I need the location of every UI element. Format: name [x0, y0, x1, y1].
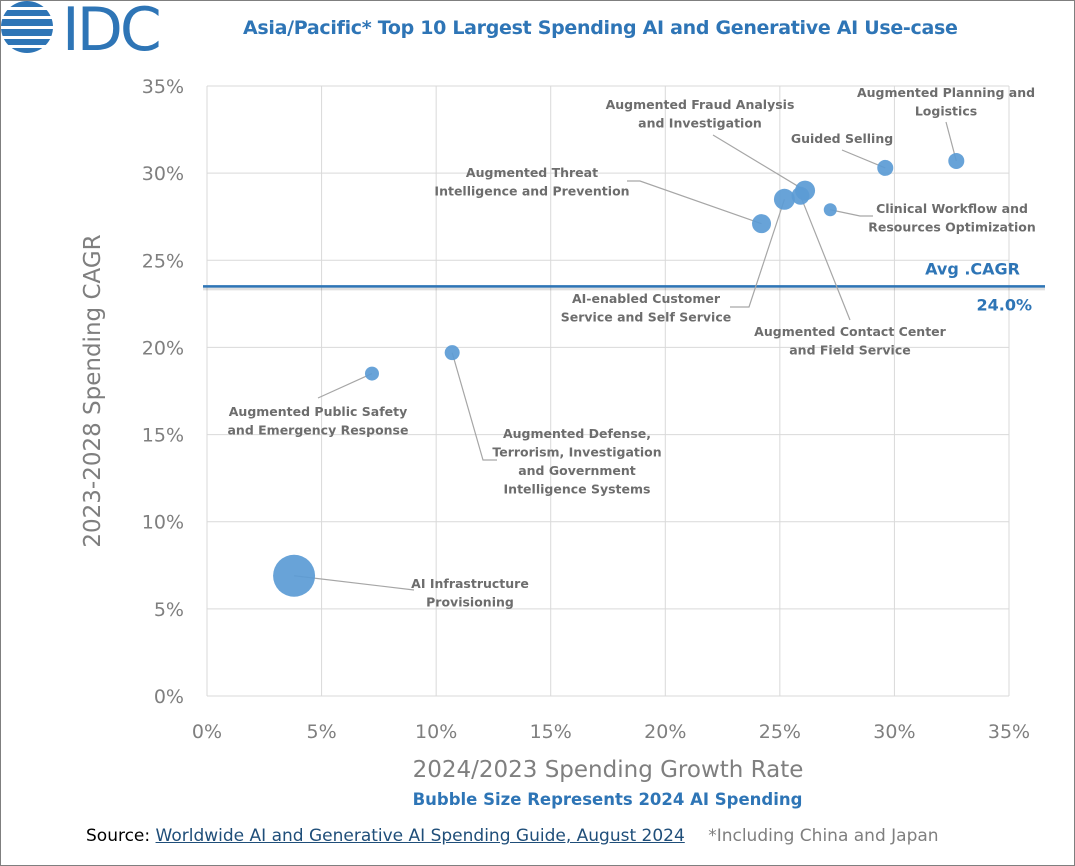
globe-stripes-icon: [1, 1, 53, 53]
bubble[interactable]: [364, 366, 379, 381]
idc-logo-text: IDC: [62, 0, 159, 60]
x-tick-label: 10%: [415, 721, 457, 743]
bubble-annotation: Augmented Defense,: [503, 426, 651, 441]
bubble-annotation: Augmented Contact Center: [754, 324, 946, 339]
grid: [206, 85, 1010, 697]
leader-line: [451, 352, 497, 461]
bubble-annotation: Intelligence and Prevention: [434, 184, 629, 199]
source-line: Source: Worldwide AI and Generative AI S…: [86, 826, 939, 846]
region-note: *Including China and Japan: [708, 826, 939, 846]
average-cagr-value: 24.0%: [976, 295, 1032, 314]
y-tick-label: 15%: [142, 425, 184, 447]
bubble-annotation: Terrorism, Investigation: [492, 445, 661, 460]
bubble-annotation: and Investigation: [638, 116, 762, 131]
bubble-annotation: AI-enabled Customer: [572, 291, 721, 306]
x-tick-label: 30%: [873, 721, 915, 743]
bubble[interactable]: [877, 159, 894, 176]
annotations: AI Infrastructure Provisioning Augmented P…: [228, 85, 1036, 610]
bubble[interactable]: [948, 152, 965, 169]
bubble-annotation: Service and Self Service: [561, 310, 731, 325]
x-axis-ticks: 0% 5% 10% 15% 20% 25% 30% 35%: [192, 721, 1030, 743]
x-tick-label: 5%: [306, 721, 336, 743]
bubbles: [273, 152, 965, 597]
bubble-annotation: Provisioning: [426, 595, 514, 610]
y-tick-label: 5%: [154, 599, 184, 621]
bubble[interactable]: [752, 214, 772, 234]
bubble-annotation: Augmented Planning and: [857, 85, 1035, 100]
chart-title: Asia/Pacific* Top 10 Largest Spending AI…: [243, 17, 958, 39]
bubble-annotation: Augmented Threat: [466, 165, 598, 180]
bubble-annotation: AI Infrastructure: [411, 576, 529, 591]
x-tick-label: 15%: [530, 721, 572, 743]
y-tick-label: 35%: [142, 76, 184, 98]
y-tick-label: 20%: [142, 337, 184, 359]
x-tick-label: 35%: [988, 721, 1030, 743]
source-prefix: Source:: [86, 826, 151, 846]
bubble-annotation: Augmented Fraud Analysis: [606, 97, 795, 112]
x-axis-title: 2024/2023 Spending Growth Rate: [413, 757, 804, 783]
average-cagr-line-group: Avg .CAGR 24.0%: [203, 259, 1045, 314]
leader-line: [627, 180, 762, 225]
y-axis-ticks: 0% 5% 10% 15% 20% 25% 30% 35%: [142, 76, 184, 708]
bubble[interactable]: [273, 554, 316, 597]
leader-line: [317, 373, 373, 399]
y-axis-title: 2023-2028 Spending CAGR: [80, 234, 106, 547]
bubble-size-note: Bubble Size Represents 2024 AI Spending: [412, 790, 803, 809]
bubble-annotation: and Emergency Response: [228, 423, 409, 438]
y-tick-label: 25%: [142, 250, 184, 272]
x-tick-label: 25%: [759, 721, 801, 743]
bubble-annotation: and Government: [518, 463, 636, 478]
y-tick-label: 30%: [142, 163, 184, 185]
bubble-annotation: Augmented Public Safety: [229, 404, 408, 419]
bubble[interactable]: [823, 203, 837, 217]
bubble-annotation: Clinical Workflow and: [876, 201, 1028, 216]
bubble[interactable]: [773, 188, 795, 210]
leader-line: [730, 199, 786, 308]
x-tick-label: 20%: [644, 721, 686, 743]
y-tick-label: 0%: [154, 686, 184, 708]
average-cagr-label: Avg .CAGR: [925, 259, 1020, 278]
bubble[interactable]: [444, 345, 460, 361]
leader-line: [830, 209, 873, 217]
idc-logo: IDC: [1, 0, 162, 60]
bubble-annotation: Logistics: [915, 104, 977, 119]
leader-line: [712, 134, 806, 192]
bubble-annotation: Resources Optimization: [868, 220, 1035, 235]
bubble-annotation: Guided Selling: [791, 131, 893, 146]
bubble[interactable]: [791, 186, 810, 205]
bubble-annotation: Intelligence Systems: [504, 482, 651, 497]
x-tick-label: 0%: [192, 721, 222, 743]
bubble-annotation: and Field Service: [789, 343, 910, 358]
source-link[interactable]: Worldwide AI and Generative AI Spending …: [155, 826, 685, 846]
y-tick-label: 10%: [142, 512, 184, 534]
leader-line: [799, 195, 851, 321]
